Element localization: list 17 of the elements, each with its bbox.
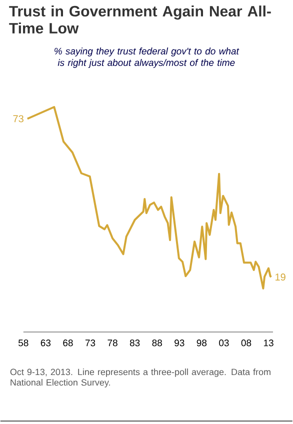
x-tick-label: 03 [219, 340, 229, 346]
data-label: 19 [276, 273, 286, 281]
x-tick-label: 63 [40, 340, 51, 346]
chart-subtitle: % saying they trust federal gov't to do what is right just about always/most of the time [54, 48, 240, 68]
x-tick-label: 73 [86, 340, 96, 346]
data-label: 73 [13, 115, 24, 122]
x-tick-label: 08 [241, 340, 252, 346]
text: Oct 9-13, 2013. Line represents a three-poll average. Data from National Election Survey. [10, 368, 271, 388]
x-tick-label: 68 [63, 340, 73, 346]
x-tick-label: 88 [152, 340, 162, 346]
x-tick-label: 58 [18, 340, 28, 346]
chart-title: Trust in Government Again Near All-Time Low [9, 6, 271, 34]
x-tick-label: 78 [108, 340, 118, 346]
x-tick-label: 98 [196, 340, 207, 346]
x-tick-label: 13 [264, 340, 274, 346]
x-tick-label: 83 [130, 340, 140, 346]
x-tick-label: 93 [174, 340, 184, 346]
